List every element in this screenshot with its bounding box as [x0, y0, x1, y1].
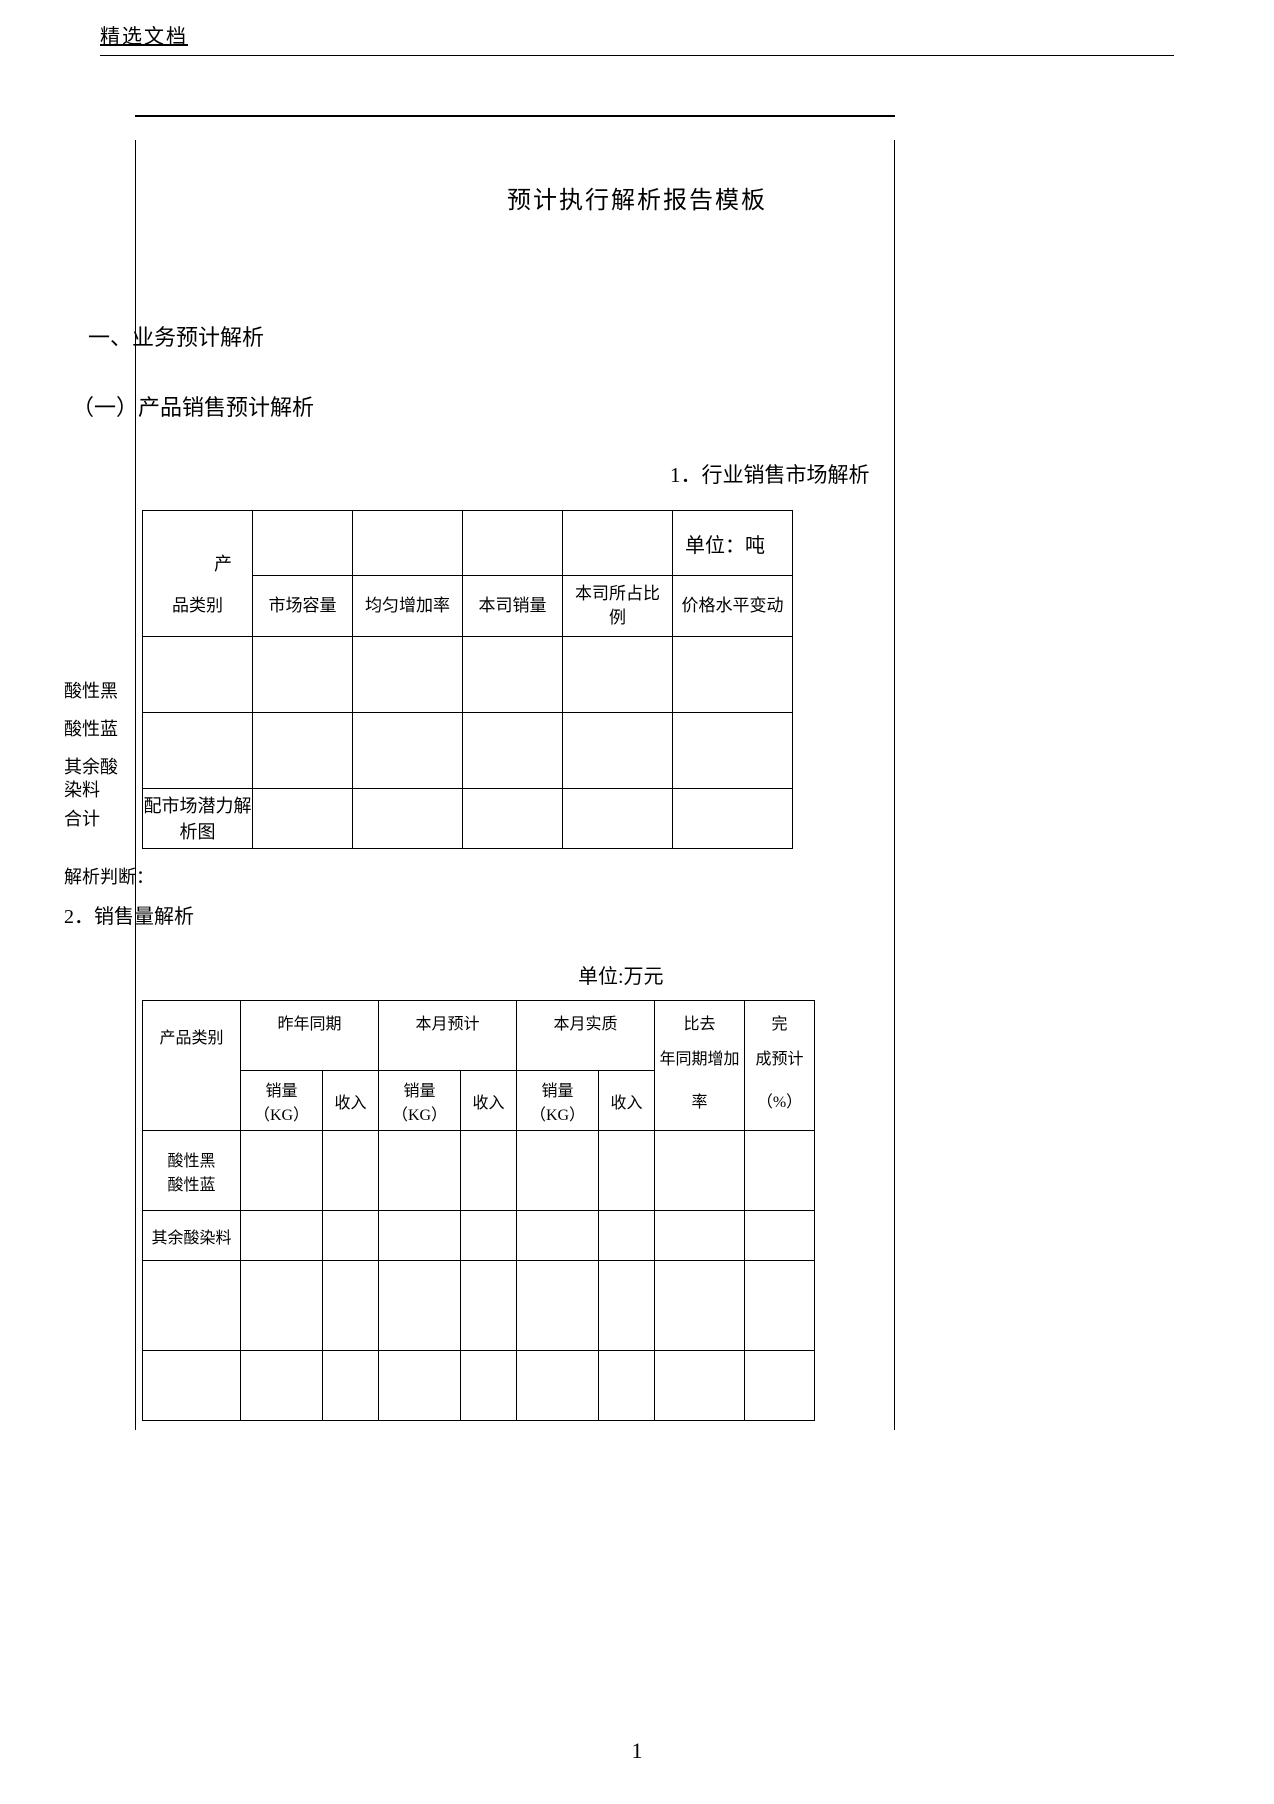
document-title: 预计执行解析报告模板	[0, 180, 1274, 215]
t1-corner-top: 产	[143, 511, 253, 576]
table-row	[143, 1351, 815, 1421]
t1-row-label-2: 酸性蓝	[64, 718, 118, 741]
t2-r2: 酸性蓝	[147, 1171, 236, 1195]
t2-sub-rev: 收入	[323, 1071, 379, 1131]
table-row	[143, 712, 793, 788]
t1-h-c3: 本司销量	[463, 576, 563, 637]
t2-corner: 产品类别	[143, 1001, 241, 1071]
t1-blank	[563, 511, 673, 576]
section-1-1-1-heading: 1．行业销售市场解析	[670, 460, 890, 492]
header-rule	[100, 55, 1174, 56]
t2-r1: 酸性黑	[147, 1147, 236, 1171]
t1-h-c4: 本司所占比例	[563, 576, 673, 637]
content-rule	[135, 115, 895, 117]
t1-h-c1: 市场容量	[253, 576, 353, 637]
t1-blank	[463, 511, 563, 576]
t2-g1: 昨年同期	[241, 1001, 379, 1043]
t2-pct-bot: （%）	[745, 1071, 815, 1131]
t2-pct-top: 完	[745, 1001, 815, 1043]
table-row	[143, 1261, 815, 1351]
t1-row-label-1: 酸性黑	[64, 680, 118, 703]
t1-footer: 配市场潜力解析图	[143, 788, 253, 848]
t1-unit: 单位：吨	[673, 511, 793, 576]
t1-blank	[353, 511, 463, 576]
table-row: 其余酸染料	[143, 1211, 815, 1261]
t2-growth-bot: 率	[655, 1071, 745, 1131]
t1-h-c2: 均匀增加率	[353, 576, 463, 637]
t1-row-label-5: 解析判断：	[64, 866, 154, 889]
t2-sub-qty: 销量（KG）	[517, 1071, 599, 1131]
t1-blank	[253, 511, 353, 576]
t1-row-label-4: 合计	[64, 808, 100, 831]
t2-g3: 本月实质	[517, 1001, 655, 1043]
t2-pct-mid: 成预计	[745, 1043, 815, 1071]
section-1-1-heading: （一）产品销售预计解析	[72, 390, 314, 422]
t2-sub-rev: 收入	[599, 1071, 655, 1131]
t2-r3: 其余酸染料	[143, 1211, 241, 1261]
table-row	[143, 636, 793, 712]
t1-row-label-3: 其余酸染料	[64, 756, 134, 803]
page-number: 1	[0, 1738, 1274, 1764]
market-analysis-table: 产 单位：吨 品类别 市场容量 均匀增加率 本司销量 本司所占比例 价格水平变动…	[142, 510, 793, 849]
t2-sub-rev: 收入	[461, 1071, 517, 1131]
section-1-1-2-heading: 2．销售量解析	[64, 900, 194, 929]
t2-unit: 单位:万元	[578, 960, 664, 989]
header-label: 精选文档	[100, 20, 188, 49]
t2-sub-qty: 销量（KG）	[241, 1071, 323, 1131]
table-row: 酸性黑 酸性蓝	[143, 1131, 815, 1211]
table-row: 配市场潜力解析图	[143, 788, 793, 848]
t2-sub-qty: 销量（KG）	[379, 1071, 461, 1131]
t2-g2: 本月预计	[379, 1001, 517, 1043]
t2-growth-mid: 年同期增加	[655, 1043, 745, 1071]
t2-growth-top: 比去	[655, 1001, 745, 1043]
t1-corner-bottom: 品类别	[143, 576, 253, 637]
section-1-heading: 一、业务预计解析	[88, 320, 264, 352]
t1-h-c5: 价格水平变动	[673, 576, 793, 637]
sales-volume-table: 产品类别 昨年同期 本月预计 本月实质 比去 完 年同期增加 成预计 销量（KG…	[142, 1000, 815, 1421]
